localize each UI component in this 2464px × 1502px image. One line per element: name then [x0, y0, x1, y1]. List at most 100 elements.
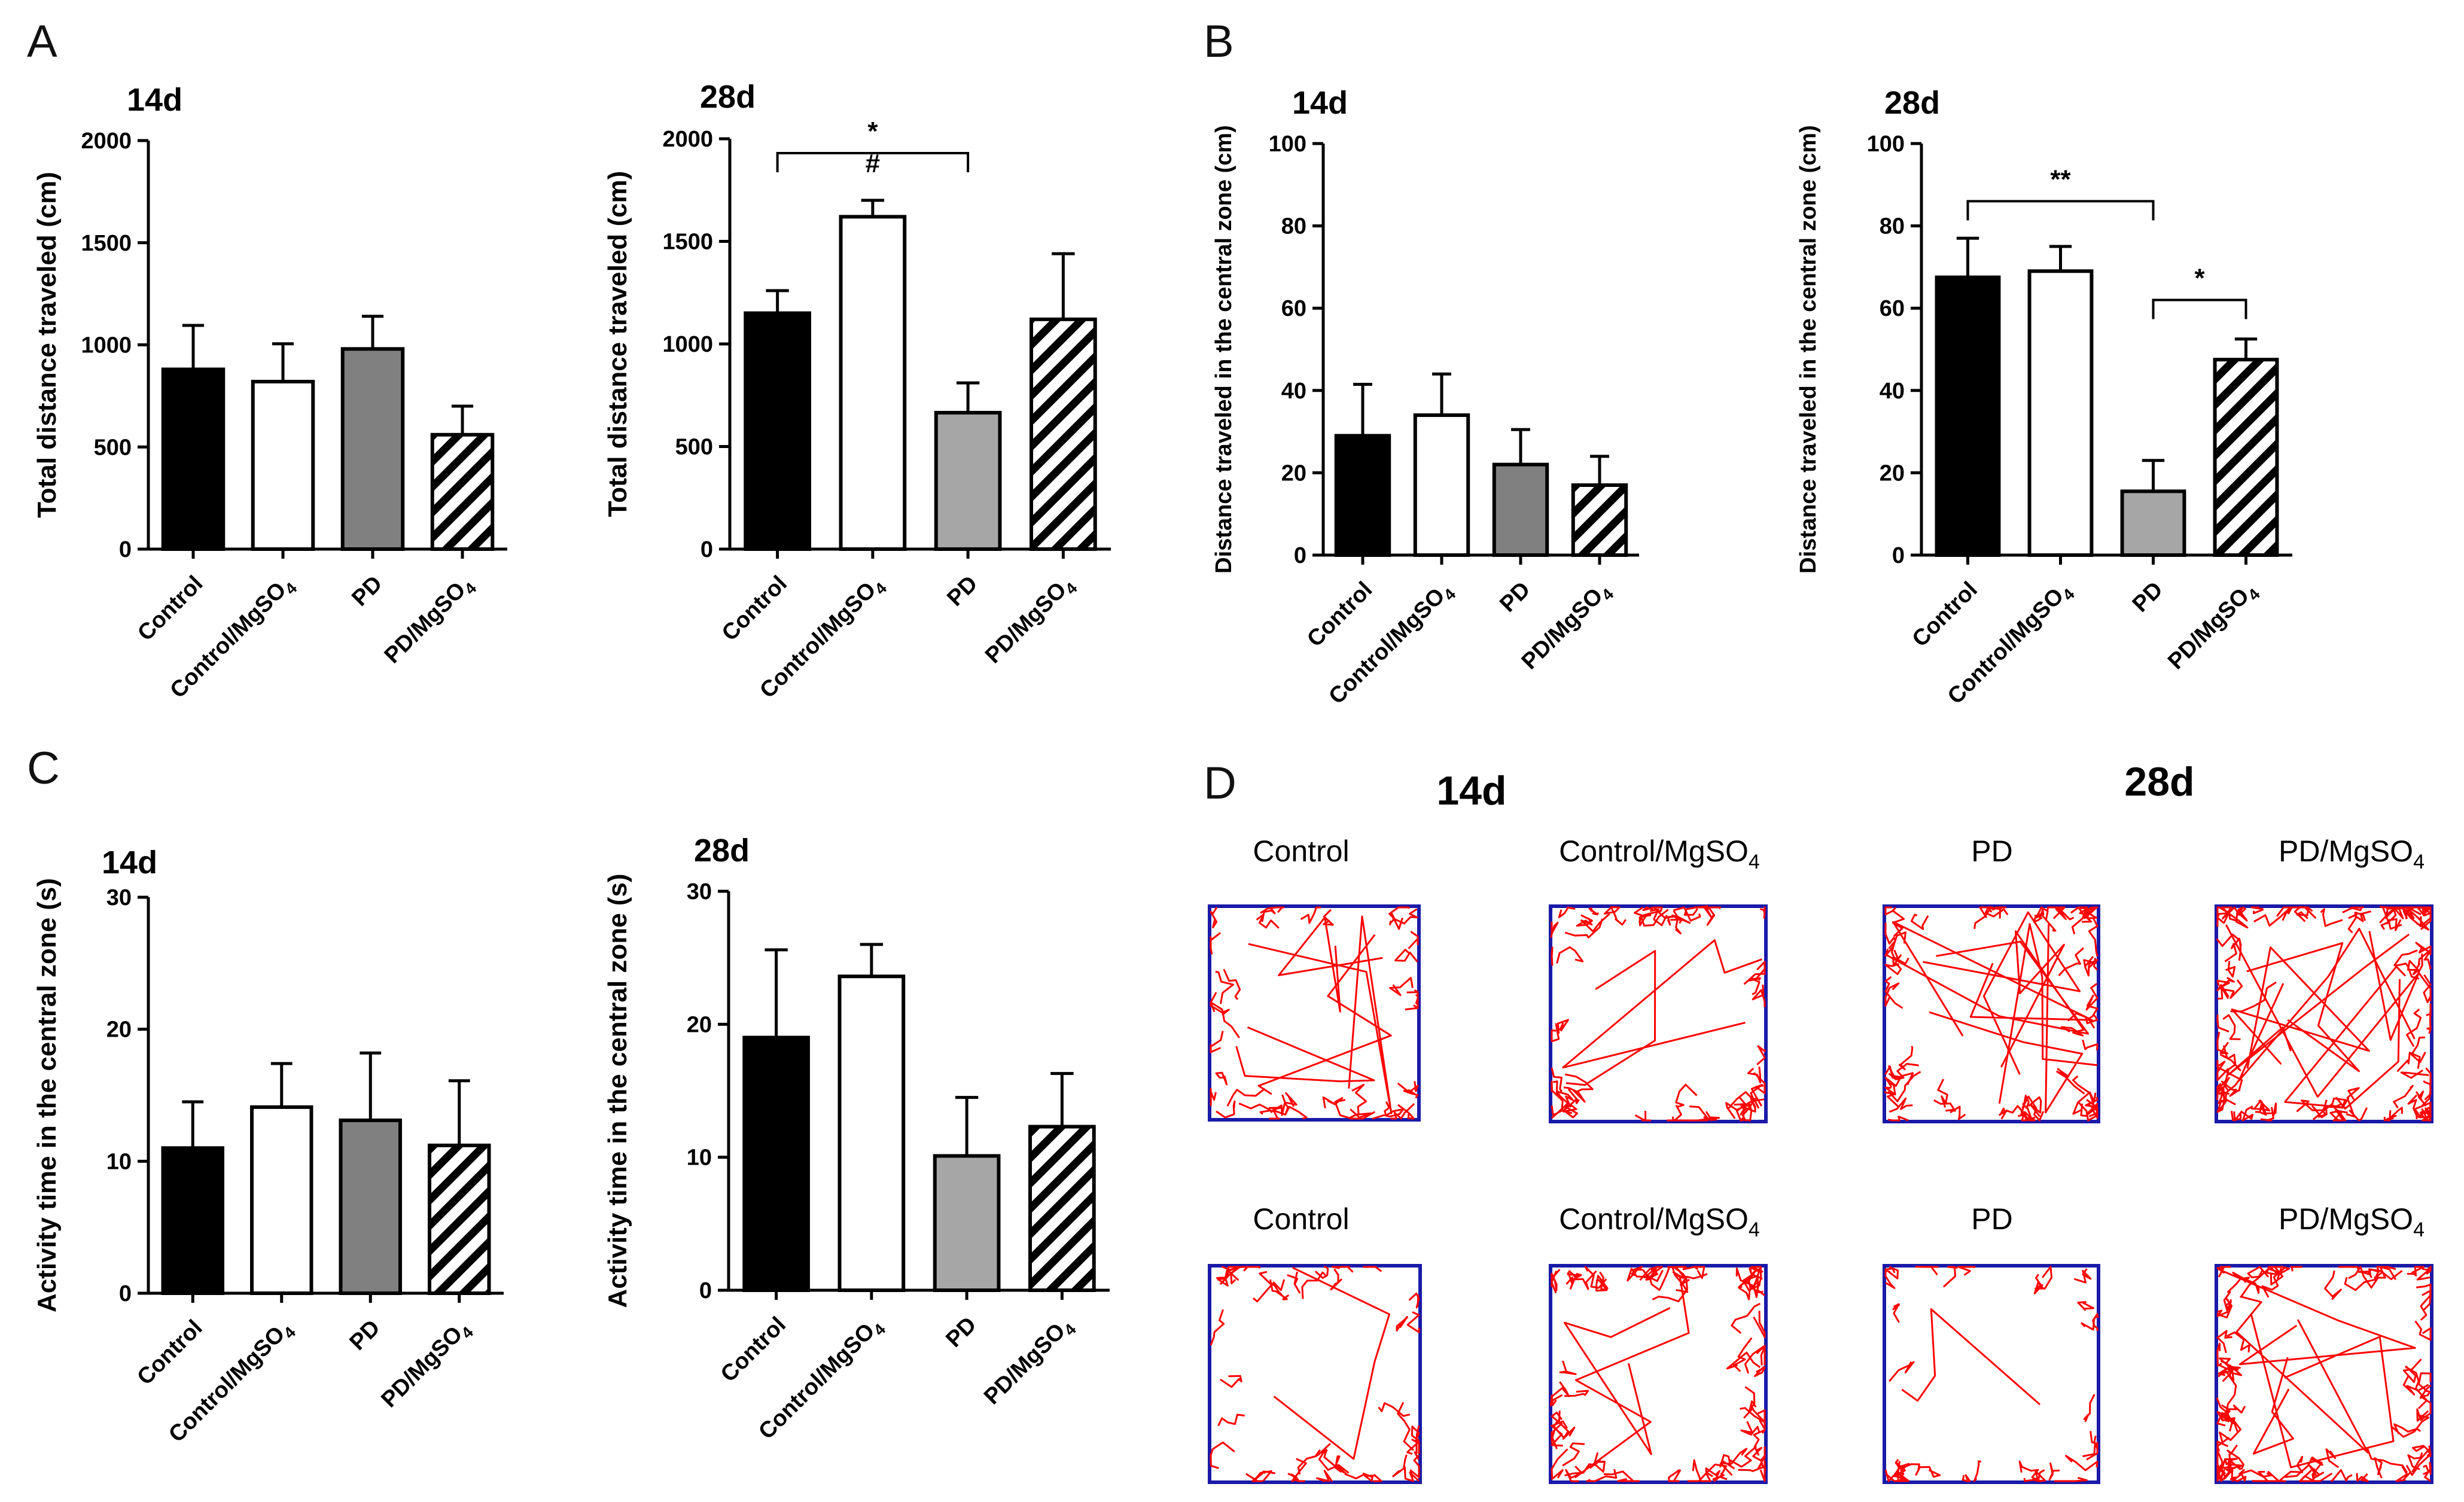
y-axis-label: Total distance traveled (cm) — [32, 172, 62, 518]
category-label: Control — [1908, 577, 1982, 652]
panel-letter-a: A — [27, 16, 57, 67]
y-tick-label: 30 — [687, 879, 712, 904]
bar-pd-mgso4 — [430, 432, 495, 552]
y-tick-label: 2000 — [81, 129, 132, 154]
y-tick-label: 1000 — [81, 333, 132, 358]
category-label: PD — [2128, 577, 2168, 617]
chart-a-14d: 14d Total distance traveled (cm) 0 500 1000 1… — [32, 82, 507, 703]
y-tick-label: 80 — [1281, 214, 1306, 239]
open-field-arena — [2215, 904, 2433, 1123]
y-tick-label: 20 — [1880, 461, 1905, 486]
y-tick-label: 500 — [675, 435, 713, 460]
tracking-group-label: Control — [1253, 834, 1349, 868]
tracking-plot-control-mgso4-14d: Control/MgSO4 — [1549, 834, 1768, 1123]
panel-letter-d: D — [1204, 758, 1236, 809]
open-field-arena — [1208, 1264, 1422, 1484]
tracking-time-label: 14d — [1436, 768, 1506, 814]
open-field-arena — [2215, 1264, 2433, 1484]
y-tick-label: 80 — [1880, 214, 1905, 239]
y-tick-label: 2000 — [662, 127, 713, 152]
bar-pd — [340, 347, 405, 552]
y-tick-label: 1500 — [662, 230, 713, 255]
y-tick-label: 0 — [119, 1281, 132, 1306]
bar-control-mgso4 — [2027, 269, 2094, 557]
bar-pd — [934, 410, 1002, 552]
chart-b-28d: 28d Distance traveled in the central zone… — [1796, 85, 2292, 709]
bar-pd-mgso4 — [1571, 483, 1628, 557]
chart-b-14d: 14d Distance traveled in the central zone… — [1211, 85, 1639, 709]
significance-label: ** — [2050, 164, 2071, 194]
y-tick-label: 500 — [94, 435, 132, 460]
tracking-plot-control-mgso4-14d: Control/MgSO4 — [1549, 1202, 1768, 1484]
significance-bracket — [1966, 200, 2155, 221]
category-label: PD/MgSO4 — [979, 1312, 1080, 1413]
movement-track — [1210, 906, 1419, 1120]
chart-title: 28d — [694, 833, 750, 869]
tracking-group-label: Control — [1253, 1202, 1349, 1236]
y-axis-label: Activity time in the central zone (s) — [32, 878, 62, 1312]
movement-track — [1884, 1266, 2099, 1482]
open-field-arena — [1883, 1264, 2100, 1484]
movement-track — [2216, 1265, 2432, 1482]
bar-control — [161, 367, 226, 551]
bar-control — [161, 1146, 224, 1296]
bar-pd-mgso4 — [1028, 1125, 1096, 1293]
category-label: PD/MgSO4 — [980, 571, 1081, 672]
bar-pd-mgso4 — [2213, 358, 2279, 557]
y-tick-label: 20 — [687, 1012, 712, 1037]
tracking-plot-control-14d: Control — [1208, 834, 1421, 1122]
bar-pd — [2120, 489, 2186, 557]
category-label: Control — [133, 571, 208, 646]
significance-bracket — [2152, 298, 2247, 319]
open-field-arena — [1549, 1264, 1768, 1484]
y-axis-label: Distance traveled in the central zone (c… — [1211, 125, 1236, 574]
y-tick-label: 0 — [119, 537, 132, 562]
tracking-time-label: 28d — [2124, 759, 2194, 805]
panel-letter-b: B — [1204, 16, 1234, 67]
significance-label: * — [2194, 263, 2205, 293]
tracking-group-label: PD — [1971, 834, 2012, 868]
y-tick-label: 30 — [106, 885, 132, 910]
bar-control — [1334, 434, 1391, 557]
y-tick-label: 40 — [1880, 379, 1905, 404]
panel-letter-c: C — [27, 743, 60, 794]
open-field-arena — [1208, 904, 1421, 1122]
category-label: PD — [941, 1312, 981, 1352]
significance-marker: # — [866, 149, 880, 178]
chart-title: 28d — [700, 79, 756, 115]
y-tick-label: 20 — [1281, 461, 1306, 486]
tracking-plot-pd-28d: PD — [1883, 834, 2100, 1123]
category-label: PD — [1495, 577, 1535, 617]
movement-track — [1884, 906, 2098, 1122]
y-axis-label: Distance traveled in the central zone (c… — [1796, 125, 1821, 574]
significance-bracket — [776, 152, 970, 173]
y-tick-label: 0 — [1294, 543, 1306, 568]
open-field-arena — [1549, 904, 1768, 1123]
bar-pd-mgso4 — [1030, 317, 1097, 552]
movement-track — [2216, 906, 2432, 1122]
y-axis-label: Activity time in the central zone (s) — [603, 873, 632, 1308]
category-label: PD — [347, 571, 387, 611]
chart-title: 14d — [102, 845, 157, 881]
chart-c-14d: 14d Activity time in the central zone (s)… — [32, 845, 504, 1448]
tracking-plot-pd-28d: PD — [1883, 1202, 2100, 1484]
y-tick-label: 60 — [1281, 296, 1306, 321]
bar-control-mgso4 — [250, 1105, 313, 1295]
bar-control — [1935, 275, 2001, 557]
chart-a-28d: 28d Total distance traveled (cm) 0 500 1000 1… — [603, 79, 1111, 703]
y-tick-label: 10 — [106, 1149, 132, 1174]
bar-pd — [1492, 462, 1549, 557]
y-tick-label: 100 — [1867, 132, 1905, 157]
y-tick-label: 10 — [687, 1145, 712, 1171]
category-label: Control — [717, 571, 792, 646]
category-label: Control — [132, 1315, 207, 1390]
y-tick-label: 40 — [1281, 379, 1306, 404]
category-label: Control — [1302, 577, 1377, 652]
bar-pd-mgso4 — [428, 1143, 491, 1296]
y-tick-label: 100 — [1269, 132, 1306, 157]
significance-label: * — [867, 117, 878, 146]
category-label: PD/MgSO4 — [380, 571, 480, 672]
tracking-group-label: PD/MgSO4 — [2279, 1202, 2425, 1241]
tracking-plot-control-14d: Control — [1208, 1202, 1422, 1484]
